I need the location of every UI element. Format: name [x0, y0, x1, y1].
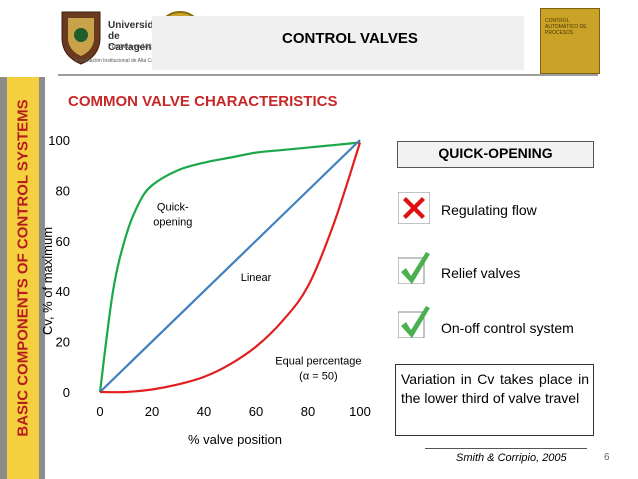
chart-annotation: (α = 50) [299, 370, 337, 382]
header-divider [58, 74, 598, 76]
x-tick-label: 0 [96, 404, 103, 419]
quick-opening-title: QUICK-OPENING [438, 145, 553, 161]
note-text: Variation in Cv takes place in the lower… [401, 371, 589, 406]
sidebar-band [7, 77, 39, 479]
y-tick-label: 0 [63, 385, 70, 400]
header-title-box [152, 16, 524, 70]
x-tick-label: 20 [145, 404, 159, 419]
chart-annotation: Quick- [157, 202, 189, 214]
y-tick-label: 40 [56, 284, 70, 299]
chart-annotation: opening [153, 217, 192, 229]
book-cover-icon [540, 8, 600, 74]
y-tick-label: 20 [56, 335, 70, 350]
y-tick-label: 60 [56, 234, 70, 249]
university-founded: Fundada en 1827 [108, 44, 156, 50]
x-tick-label: 60 [249, 404, 263, 419]
book-title: CONTROL AUTOMÁTICO DE PROCESOS [545, 18, 587, 36]
section-title: COMMON VALVE CHARACTERISTICS [68, 93, 338, 110]
item-label-on-off-control: On-off control system [441, 320, 574, 336]
note-box [395, 364, 594, 436]
page-number: 6 [604, 452, 610, 463]
series-line-quick-opening [98, 141, 361, 393]
series-line-equal-percentage [99, 142, 362, 394]
x-tick-label: 40 [197, 404, 211, 419]
quick-opening-box [397, 141, 594, 168]
chart-annotation: Linear [241, 272, 272, 284]
citation-divider [425, 448, 587, 449]
university-name: Universidad de Cartagena [108, 20, 166, 53]
x-axis-label: % valve position [188, 432, 282, 447]
check-icon [398, 252, 430, 284]
item-label-regulating-flow: Regulating flow [441, 202, 537, 218]
crest-icon [61, 11, 101, 65]
y-tick-label: 80 [56, 183, 70, 198]
citation: Smith & Corripio, 2005 [456, 452, 567, 464]
cross-icon [398, 192, 430, 224]
y-tick-label: 100 [48, 133, 70, 148]
x-tick-label: 100 [349, 404, 371, 419]
page-title: CONTROL VALVES [282, 30, 418, 47]
y-axis-label: Cv, % of maximum [40, 227, 55, 335]
check-icon [398, 306, 430, 338]
series-line-linear [99, 139, 361, 393]
x-tick-label: 80 [301, 404, 315, 419]
chart-annotation: Equal percentage [275, 355, 361, 367]
item-label-relief-valves: Relief valves [441, 265, 521, 281]
